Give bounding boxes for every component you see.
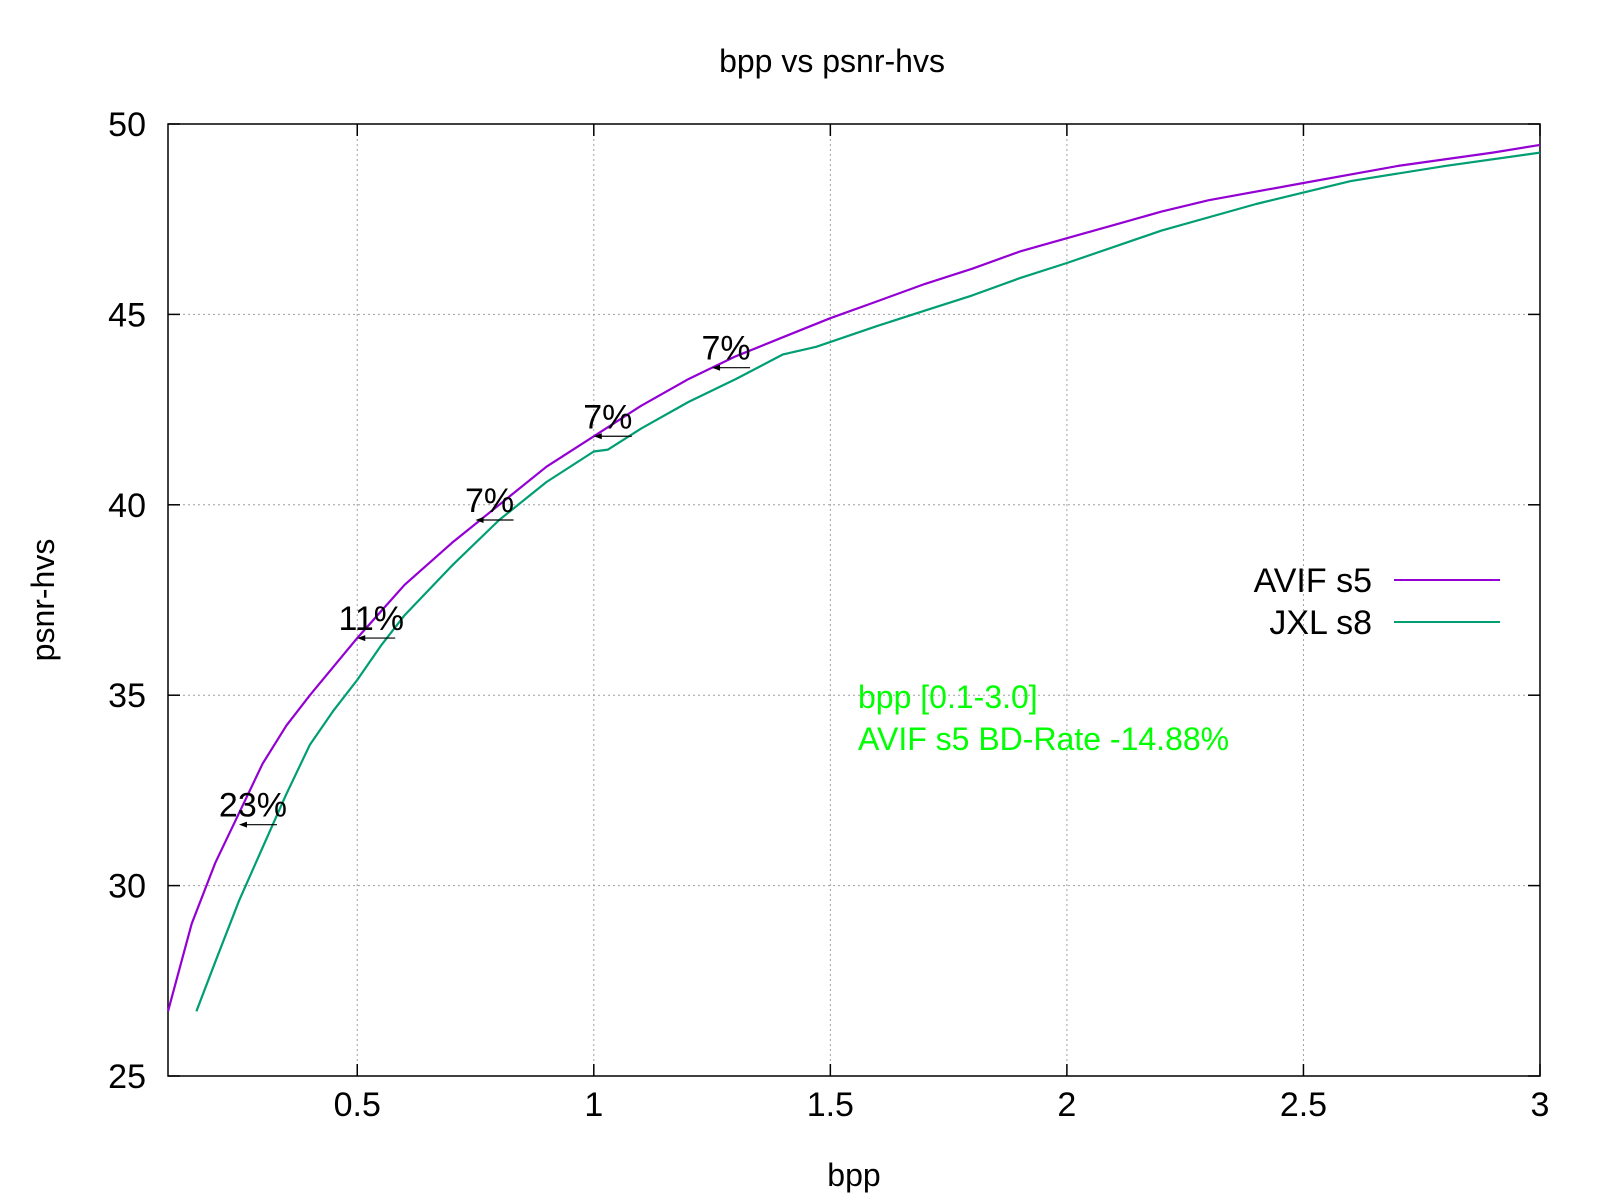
bd-rate-note: bpp [0.1-3.0] AVIF s5 BD-Rate -14.88% xyxy=(858,679,1229,757)
x-tick-label: 1.5 xyxy=(807,1086,854,1124)
gain-arrow-head xyxy=(712,364,721,371)
x-tick-label: 3 xyxy=(1531,1086,1550,1124)
gain-arrow-head xyxy=(475,517,484,524)
legend-label: JXL s8 xyxy=(1269,604,1372,642)
y-tick-label: 25 xyxy=(108,1058,146,1096)
x-tick-label: 1 xyxy=(584,1086,603,1124)
gain-label: 11% xyxy=(338,600,404,638)
gain-label: 7% xyxy=(583,398,632,436)
x-tick-label: 0.5 xyxy=(334,1086,381,1124)
x-axis-label: bpp xyxy=(827,1157,880,1193)
plot-frame xyxy=(167,123,1541,1077)
series-layer xyxy=(166,143,1541,1012)
chart-title: bpp vs psnr-hvs xyxy=(719,43,945,79)
gain-label: 7% xyxy=(701,330,750,368)
bd-rate-note-line: bpp [0.1-3.0] xyxy=(858,679,1038,715)
x-tick-label: 2 xyxy=(1057,1086,1076,1124)
y-tick-label: 35 xyxy=(108,677,146,715)
y-axis-label: psnr-hvs xyxy=(25,539,61,662)
y-tick-label: 40 xyxy=(108,487,146,525)
gain-arrow-head xyxy=(593,433,602,440)
annotation-layer: 23% 11% 7% 7% 7% xyxy=(219,330,751,828)
gain-arrow-head xyxy=(357,635,366,642)
tick-layer: 0.5 1 1.5 2 2.5 3 25 30 35 40 45 50 xyxy=(108,106,1549,1124)
series-line-jxl-s8 xyxy=(195,151,1541,1012)
gain-arrow-head xyxy=(238,821,247,828)
y-tick-label: 30 xyxy=(108,868,146,906)
y-tick-label: 50 xyxy=(108,106,146,144)
gain-label: 23% xyxy=(219,787,287,825)
gain-label: 7% xyxy=(465,482,514,520)
legend-label: AVIF s5 xyxy=(1254,562,1372,600)
grid-layer xyxy=(168,124,1540,1076)
series-line-avif-s5 xyxy=(166,143,1541,1012)
bd-rate-note-line: AVIF s5 BD-Rate -14.88% xyxy=(858,721,1229,757)
legend: AVIF s5 JXL s8 xyxy=(1254,562,1500,642)
x-tick-label: 2.5 xyxy=(1280,1086,1327,1124)
y-tick-label: 45 xyxy=(108,296,146,334)
